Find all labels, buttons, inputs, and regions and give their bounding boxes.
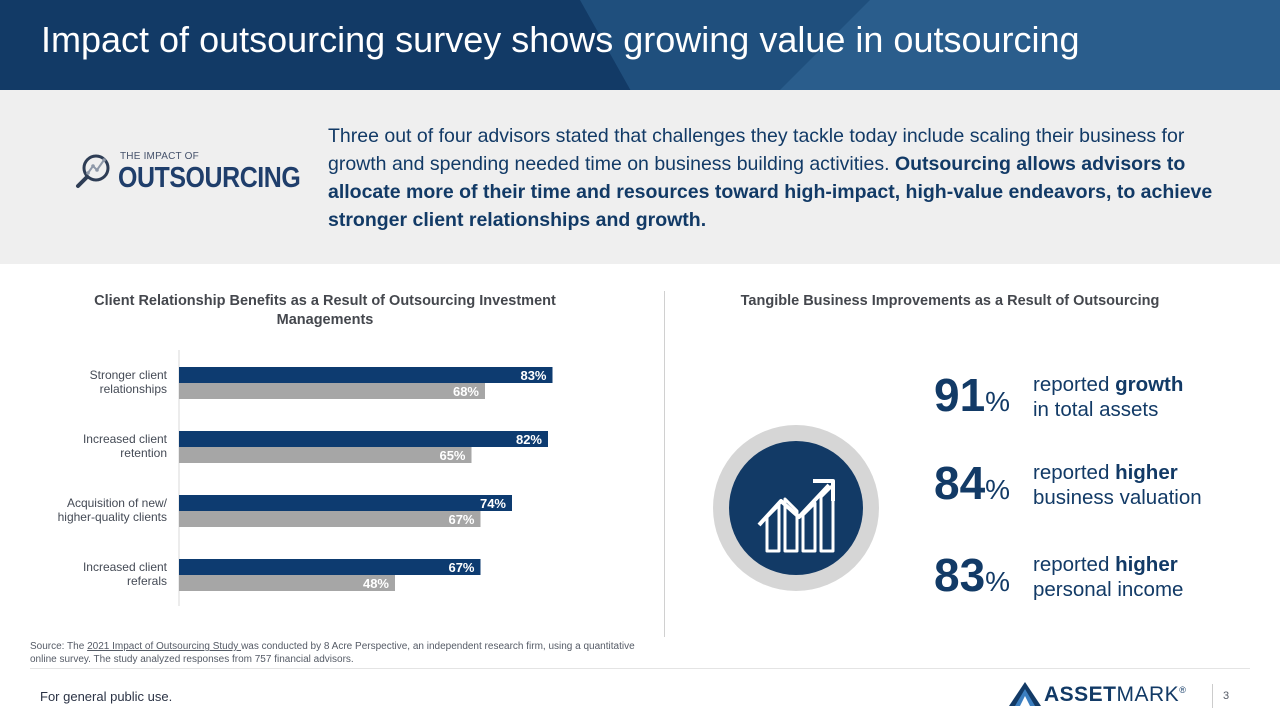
growth-icon-circle xyxy=(729,441,863,575)
bar-value-label: 68% xyxy=(453,384,479,399)
stat-value: 84% xyxy=(934,457,1011,509)
growth-icon-badge xyxy=(713,425,879,591)
logo-small-text: THE IMPACT OF xyxy=(120,151,199,162)
magnifier-chart-icon xyxy=(76,154,110,188)
footer-separator xyxy=(1212,684,1213,708)
bar-value-label: 48% xyxy=(363,576,389,591)
intro-bold-text: Outsourcing allows advisors to allocate … xyxy=(328,153,1213,231)
bar-secondary xyxy=(179,511,481,527)
bar-primary xyxy=(179,559,481,575)
logo-big-text: OUTSOURCING xyxy=(118,162,301,194)
bar-primary xyxy=(179,431,548,447)
header-decor-band xyxy=(780,0,1280,90)
assetmark-mark-icon xyxy=(1009,682,1041,706)
stat-description: reported higher business valuation xyxy=(1033,461,1202,509)
bar-value-label: 67% xyxy=(448,512,474,527)
stat-value: 91% xyxy=(934,369,1011,421)
page-number: 3 xyxy=(1223,690,1230,702)
stat-value: 83% xyxy=(934,549,1011,601)
bar-value-label: 82% xyxy=(516,432,542,447)
impact-of-outsourcing-logo: THE IMPACT OF OUTSOURCING xyxy=(74,148,301,198)
footer-note: For general public use. xyxy=(40,689,173,704)
category-label: Increased client referals xyxy=(83,560,168,588)
study-link[interactable]: 2021 Impact of Outsourcing Study xyxy=(87,641,242,652)
column-divider xyxy=(664,291,665,637)
stat-description: reported growth in total assets xyxy=(1033,373,1184,421)
category-label: Stronger client relationships xyxy=(90,368,168,396)
assetmark-logo: ASSETMARK® xyxy=(1008,680,1208,710)
bar-chart: Stronger client relationships 83% 68% Increa… xyxy=(58,350,553,606)
page-title: Impact of outsourcing survey shows growi… xyxy=(41,19,1080,60)
bar-primary xyxy=(179,495,512,511)
assetmark-wordmark: ASSETMARK® xyxy=(1044,683,1187,706)
category-label: Increased client retention xyxy=(83,432,168,460)
bar-primary xyxy=(179,367,553,383)
growth-chart-icon xyxy=(757,479,835,553)
header-banner: Impact of outsourcing survey shows growi… xyxy=(0,0,1280,90)
right-panel-title: Tangible Business Improvements as a Resu… xyxy=(740,293,1160,309)
chart-title: Client Relationship Benefits as a Result… xyxy=(94,293,556,328)
bar-value-label: 83% xyxy=(520,368,546,383)
bar-value-label: 67% xyxy=(448,560,474,575)
bar-secondary xyxy=(179,447,472,463)
intro-plain-text: Three out of four advisors stated that c… xyxy=(328,125,1185,175)
bar-secondary xyxy=(179,575,395,591)
stat-description: reported higher personal income xyxy=(1033,553,1184,601)
bar-secondary xyxy=(179,383,485,399)
bar-value-label: 74% xyxy=(480,496,506,511)
category-label: Acquisition of new/higher-quality client… xyxy=(58,496,168,524)
footer-divider xyxy=(30,668,1250,669)
intro-paragraph: Three out of four advisors stated that c… xyxy=(328,122,1218,234)
source-note: Source: The 2021 Impact of Outsourcing S… xyxy=(30,641,635,665)
intro-band xyxy=(0,90,1280,264)
bar-value-label: 65% xyxy=(439,448,465,463)
